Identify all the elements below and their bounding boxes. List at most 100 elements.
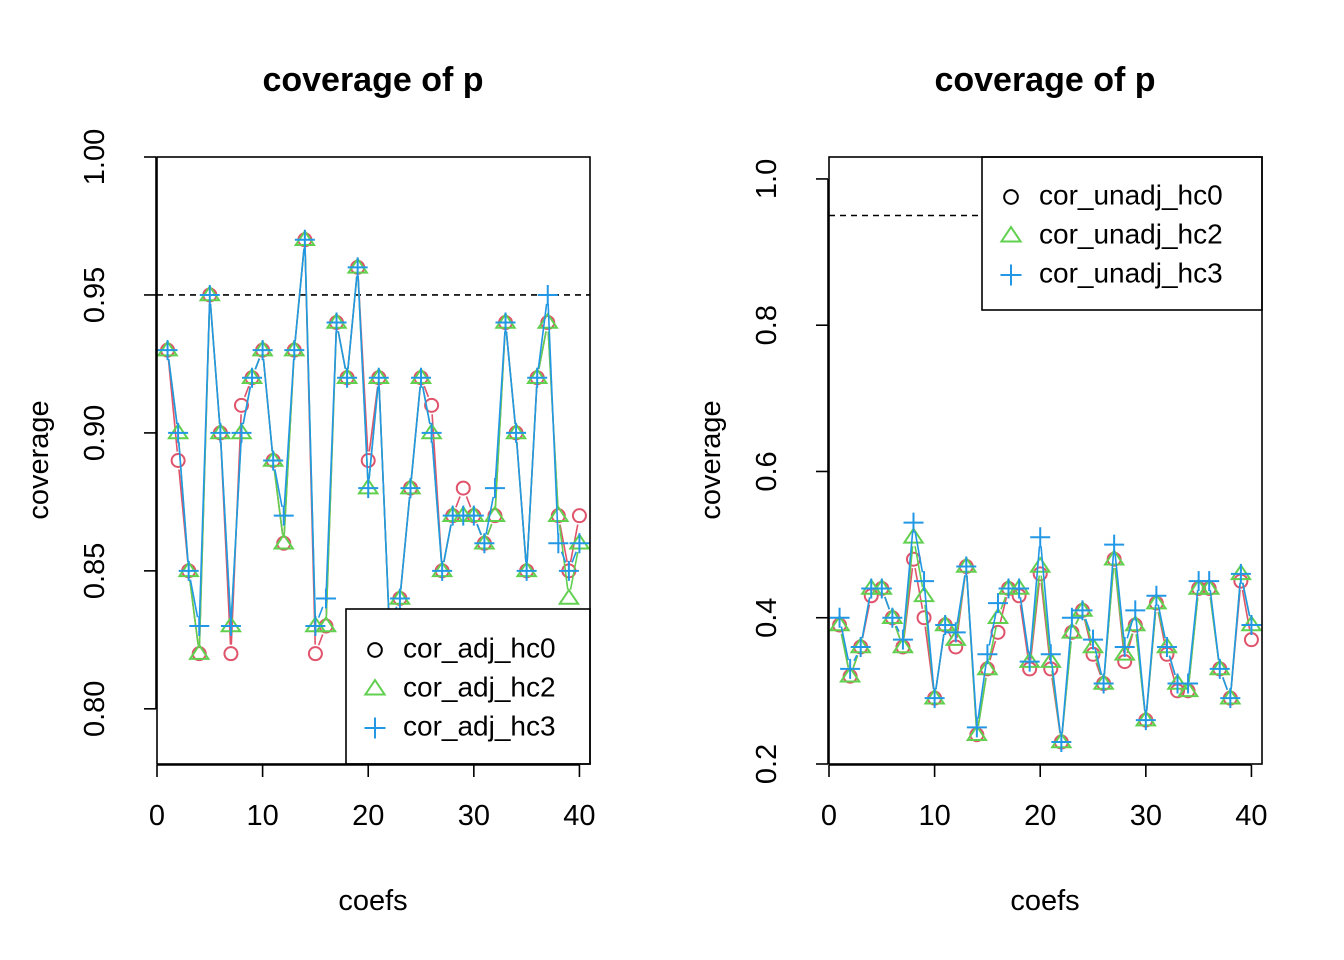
legend-entry-label: cor_unadj_hc2 (1039, 218, 1223, 249)
left-chart-line-segment (263, 359, 272, 451)
right-chart-line-segment (1136, 619, 1145, 711)
right-chart-point (851, 637, 871, 657)
legend-entry-label: cor_unadj_hc3 (1039, 257, 1223, 288)
left-chart-line-segment (432, 442, 441, 562)
right-chart-point (918, 611, 931, 624)
right-chart-y-tick-label: 1.0 (751, 159, 783, 199)
left-chart-point (231, 423, 251, 443)
right-chart-point (1104, 535, 1124, 555)
right-chart-series-cor_unadj_hc3 (830, 513, 1262, 752)
right-chart-point (1034, 567, 1047, 580)
left-chart-line-segment (358, 276, 368, 479)
left-chart-x-tick-label: 10 (246, 800, 278, 832)
left-chart-point (263, 451, 283, 471)
right-chart-line-segment (1076, 619, 1079, 625)
right-chart-point (925, 688, 945, 708)
left-chart-point (284, 340, 304, 360)
right-chart-line-segment (1115, 568, 1124, 645)
left-chart-point (517, 561, 537, 581)
left-chart-panel: coverage of p coefs coverage cor_adj_hc0… (23, 61, 596, 917)
left-chart-point (337, 368, 357, 388)
right-chart-line-segment (1062, 627, 1071, 733)
right-chart-line-segment (1189, 590, 1198, 674)
left-chart-line-segment (338, 331, 345, 369)
left-chart-series-cor_adj_hc0 (161, 233, 586, 660)
left-chart-point (400, 478, 420, 498)
right-chart-ylabel: coverage (695, 400, 727, 519)
right-chart-point (1094, 674, 1114, 694)
left-chart-ylabel: coverage (23, 400, 55, 519)
right-chart-y-axis: 0.2 0.4 0.6 0.8 1.0 (751, 159, 828, 784)
left-chart-line-segment (527, 387, 537, 562)
left-chart-line-segment (319, 634, 323, 645)
left-chart-x-tick-label: 20 (352, 800, 384, 832)
right-chart-series-cor_unadj_hc2 (830, 529, 1260, 748)
legend-entry-label: cor_adj_hc3 (403, 710, 556, 741)
left-chart-point (172, 454, 185, 467)
left-chart-point (274, 506, 294, 526)
left-chart-line-segment (319, 607, 323, 618)
left-chart-point (422, 423, 442, 443)
left-chart-point (348, 257, 368, 277)
right-chart-point (882, 608, 902, 628)
left-chart-line-segment (284, 359, 293, 507)
right-chart-panel: coverage of p coefs coverage cor_unadj_h… (695, 61, 1268, 917)
right-chart-line-segment (915, 568, 922, 609)
left-chart-point (474, 533, 494, 553)
left-chart-line-segment (477, 524, 481, 535)
left-chart-y-tick-label: 0.90 (79, 405, 111, 461)
left-chart-x-axis: 0 10 20 30 40 (149, 765, 596, 832)
right-chart-point (1118, 655, 1131, 668)
left-chart-line-segment (411, 387, 420, 479)
left-chart-line-segment (466, 496, 470, 507)
right-chart-point (1220, 688, 1240, 708)
right-chart-line-segment (1210, 590, 1218, 660)
left-chart-point (158, 340, 178, 360)
left-chart-line-segment (506, 332, 515, 424)
left-chart-point (316, 588, 336, 608)
left-chart-line-segment (496, 332, 505, 480)
right-chart-line-segment (1020, 605, 1028, 660)
left-chart-x-tick-label: 40 (563, 800, 595, 832)
right-chart-y-tick-label: 0.4 (751, 598, 783, 638)
left-chart-line-segment (200, 304, 210, 617)
right-chart-line-segment (967, 576, 976, 719)
right-chart-y-tick-label: 0.6 (751, 451, 783, 491)
left-chart-line-segment (548, 304, 558, 534)
right-chart-point (949, 640, 962, 653)
left-chart-point (573, 509, 586, 522)
right-chart-line-segment (1020, 597, 1028, 652)
left-chart-point (506, 423, 526, 443)
right-chart-x-tick-label: 20 (1024, 800, 1056, 832)
left-chart-point (362, 454, 375, 467)
left-chart-y-tick-label: 0.95 (79, 267, 111, 323)
left-chart-y-tick-label: 1.00 (79, 129, 111, 185)
right-chart-point (1031, 558, 1049, 572)
right-chart-x-axis: 0 10 20 30 40 (821, 765, 1268, 832)
left-chart-point (224, 647, 237, 660)
left-chart-point (295, 230, 315, 250)
legend-entry-label: cor_adj_hc2 (403, 671, 556, 702)
left-chart-y-tick-label: 0.85 (79, 543, 111, 599)
left-chart-point (432, 561, 452, 581)
right-chart-point (1083, 630, 1103, 650)
left-chart-point (189, 616, 209, 636)
left-chart-point (309, 647, 322, 660)
right-chart-line-segment (862, 597, 869, 638)
right-chart-point (872, 578, 892, 598)
left-chart-point (369, 368, 389, 388)
right-chart-point (1125, 600, 1145, 620)
left-chart-point (253, 340, 273, 360)
left-chart-line-segment (517, 442, 526, 562)
left-chart-point (242, 368, 262, 388)
left-chart-x-tick-label: 30 (458, 800, 490, 832)
left-chart-title: coverage of p (262, 61, 483, 99)
right-chart-xlabel: coefs (1010, 885, 1079, 917)
right-chart-line-segment (1223, 677, 1227, 689)
right-chart-point (1210, 659, 1230, 679)
right-chart-point (903, 513, 923, 533)
left-chart-y-axis: 0.800.850.900.951.00 (79, 129, 156, 737)
left-chart-point (221, 616, 241, 636)
right-chart-title: coverage of p (934, 61, 1155, 99)
right-chart-point (1241, 615, 1261, 635)
